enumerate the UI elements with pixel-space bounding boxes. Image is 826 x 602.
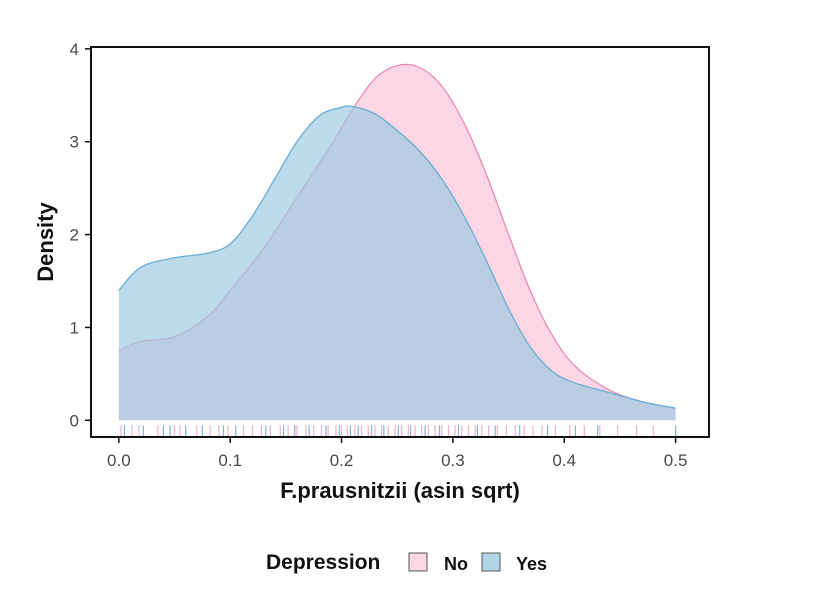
panel-border xyxy=(90,46,710,438)
legend-label-yes: Yes xyxy=(516,554,547,574)
rug-marks xyxy=(120,425,677,437)
y-axis: 0 1 2 3 4 xyxy=(70,40,91,430)
y-tick-label: 1 xyxy=(70,318,79,337)
x-axis: 0.0 0.1 0.2 0.3 0.4 0.5 xyxy=(107,437,687,470)
density-areas xyxy=(118,63,676,421)
y-tick-label: 2 xyxy=(70,226,79,245)
density-area-yes xyxy=(118,105,676,421)
density-line-yes xyxy=(118,105,676,409)
legend-label-no: No xyxy=(444,554,468,574)
legend: Depression No Yes xyxy=(266,551,547,574)
y-tick-label: 3 xyxy=(70,133,79,152)
legend-title: Depression xyxy=(266,551,380,574)
x-tick-label: 0.1 xyxy=(218,451,242,470)
x-tick-label: 0.3 xyxy=(441,451,465,470)
x-tick-label: 0.0 xyxy=(107,451,131,470)
plot-area xyxy=(118,63,677,437)
legend-key-no xyxy=(408,552,428,572)
x-axis-title: F.prausnitzii (asin sqrt) xyxy=(280,478,520,503)
x-tick-label: 0.4 xyxy=(552,451,576,470)
legend-key-yes xyxy=(481,552,501,572)
y-tick-label: 4 xyxy=(70,40,79,59)
x-tick-label: 0.5 xyxy=(664,451,688,470)
x-tick-label: 0.2 xyxy=(330,451,354,470)
y-axis-title: Density xyxy=(33,202,58,282)
y-tick-label: 0 xyxy=(70,411,79,430)
